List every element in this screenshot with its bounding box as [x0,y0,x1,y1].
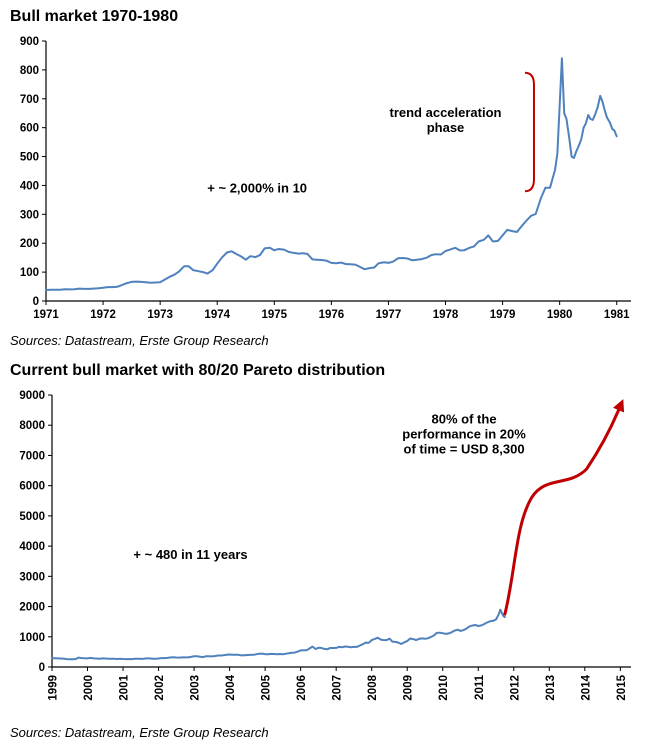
svg-text:of time = USD 8,300: of time = USD 8,300 [404,441,525,456]
sources-note-current: Sources: Datastream, Erste Group Researc… [10,725,269,740]
svg-text:800: 800 [20,65,39,77]
svg-text:1973: 1973 [147,309,173,321]
svg-text:8000: 8000 [19,420,45,432]
svg-text:0: 0 [39,662,45,674]
svg-text:2009: 2009 [403,675,415,701]
svg-text:performance in 20%: performance in 20% [402,426,526,441]
svg-text:2005: 2005 [261,674,273,700]
svg-text:2008: 2008 [367,674,379,700]
svg-text:1999: 1999 [48,675,60,701]
svg-text:100: 100 [20,267,39,279]
svg-text:2015: 2015 [616,674,628,700]
svg-text:6000: 6000 [19,481,45,493]
svg-text:1980: 1980 [547,309,573,321]
svg-text:900: 900 [20,36,39,48]
svg-text:1976: 1976 [319,309,345,321]
svg-text:1977: 1977 [376,309,402,321]
svg-text:2010: 2010 [438,675,450,701]
svg-text:+ ~ 2,000% in 10: + ~ 2,000% in 10 [207,180,307,195]
svg-text:+ ~ 480 in 11 years: + ~ 480 in 11 years [133,547,247,562]
svg-text:phase: phase [427,120,465,135]
svg-text:2001: 2001 [119,674,131,700]
svg-text:200: 200 [20,238,39,250]
chart-plot-current-bull: 0 1000 2000 3000 4000 5000 6000 7000 8000 9000 199… [19,390,631,701]
svg-text:2003: 2003 [190,675,202,701]
svg-text:1000: 1000 [19,632,45,644]
sources-note-1970s: Sources: Datastream, Erste Group Researc… [10,333,269,348]
svg-text:1979: 1979 [490,309,516,321]
svg-text:2006: 2006 [296,675,308,701]
svg-text:2000: 2000 [19,602,45,614]
svg-text:500: 500 [20,152,39,164]
svg-text:600: 600 [20,123,39,135]
svg-text:300: 300 [20,209,39,221]
svg-text:7000: 7000 [19,450,45,462]
svg-text:1981: 1981 [604,309,630,321]
svg-text:4000: 4000 [19,541,45,553]
svg-text:80% of the: 80% of the [432,411,497,426]
page: { "chart_data": [ { "type": "line", "tit… [0,8,645,755]
chart-block-bull-1970s: Bull market 1970-1980 0 100 200 300 400 500 60… [0,8,645,348]
svg-text:2004: 2004 [225,674,237,700]
chart-block-current-bull: Current bull market with 80/20 Pareto di… [0,362,645,740]
chart-plot-bull-1970s: 0 100 200 300 400 500 600 700 800 900 1971 1972 1973… [20,36,631,321]
svg-text:2013: 2013 [545,675,557,701]
svg-text:2011: 2011 [474,674,486,700]
svg-text:trend acceleration: trend acceleration [390,105,502,120]
svg-text:400: 400 [20,180,39,192]
svg-text:9000: 9000 [19,390,45,402]
svg-text:1978: 1978 [433,309,459,321]
chart-title-bull-1970s: Bull market 1970-1980 [10,8,179,25]
svg-text:3000: 3000 [19,571,45,583]
svg-text:2000: 2000 [83,675,95,701]
svg-text:0: 0 [33,296,39,308]
svg-text:2007: 2007 [332,675,344,701]
svg-text:2012: 2012 [509,675,521,701]
svg-text:2014: 2014 [580,674,592,700]
svg-text:1974: 1974 [204,309,230,321]
svg-text:1972: 1972 [90,309,116,321]
chart-title-current-bull: Current bull market with 80/20 Pareto di… [10,362,386,379]
svg-text:5000: 5000 [19,511,45,523]
svg-text:2002: 2002 [154,675,166,701]
svg-text:700: 700 [20,94,39,106]
svg-text:1971: 1971 [33,309,59,321]
svg-text:1975: 1975 [261,309,287,321]
